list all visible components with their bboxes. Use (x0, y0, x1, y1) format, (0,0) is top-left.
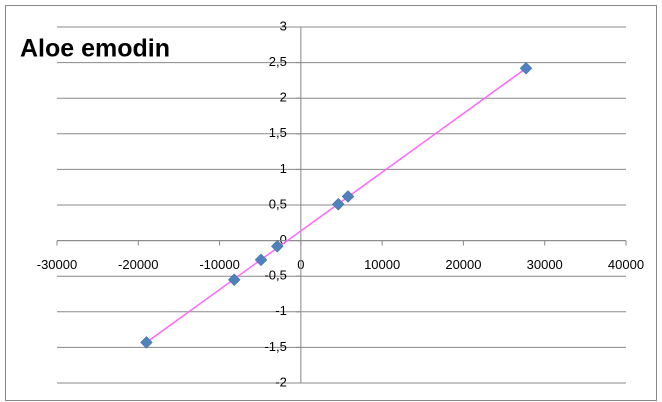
data-point (341, 190, 355, 203)
y-tick-label: -2 (275, 374, 287, 389)
y-tick-label: -1 (275, 303, 287, 318)
y-tick-label: 2,5 (269, 54, 287, 69)
y-tick-label: 1 (280, 161, 287, 176)
data-point (227, 273, 241, 287)
data-point (140, 336, 153, 349)
chart-title: Aloe emodin (20, 35, 170, 63)
y-tick-label: 0 (280, 232, 287, 247)
x-tick-label: -30000 (37, 257, 77, 272)
y-tick-label: -0,5 (264, 268, 286, 283)
chart-border (5, 5, 657, 401)
y-tick-label: 1,5 (269, 125, 287, 140)
x-tick-label: 10000 (364, 257, 400, 272)
y-tick-label: -1,5 (264, 339, 286, 354)
y-tick-label: 2 (280, 90, 287, 105)
data-point (519, 61, 533, 75)
data-point (331, 197, 345, 211)
x-tick-label: -10000 (199, 257, 239, 272)
x-tick-label: -20000 (118, 257, 158, 272)
x-tick-label: 40000 (608, 257, 644, 272)
y-tick-label: 0,5 (269, 196, 287, 211)
x-tick-label: 20000 (445, 257, 481, 272)
x-tick-label: 30000 (527, 257, 563, 272)
data-point (270, 239, 284, 253)
data-point (254, 253, 268, 267)
y-tick-label: 3 (280, 18, 287, 33)
